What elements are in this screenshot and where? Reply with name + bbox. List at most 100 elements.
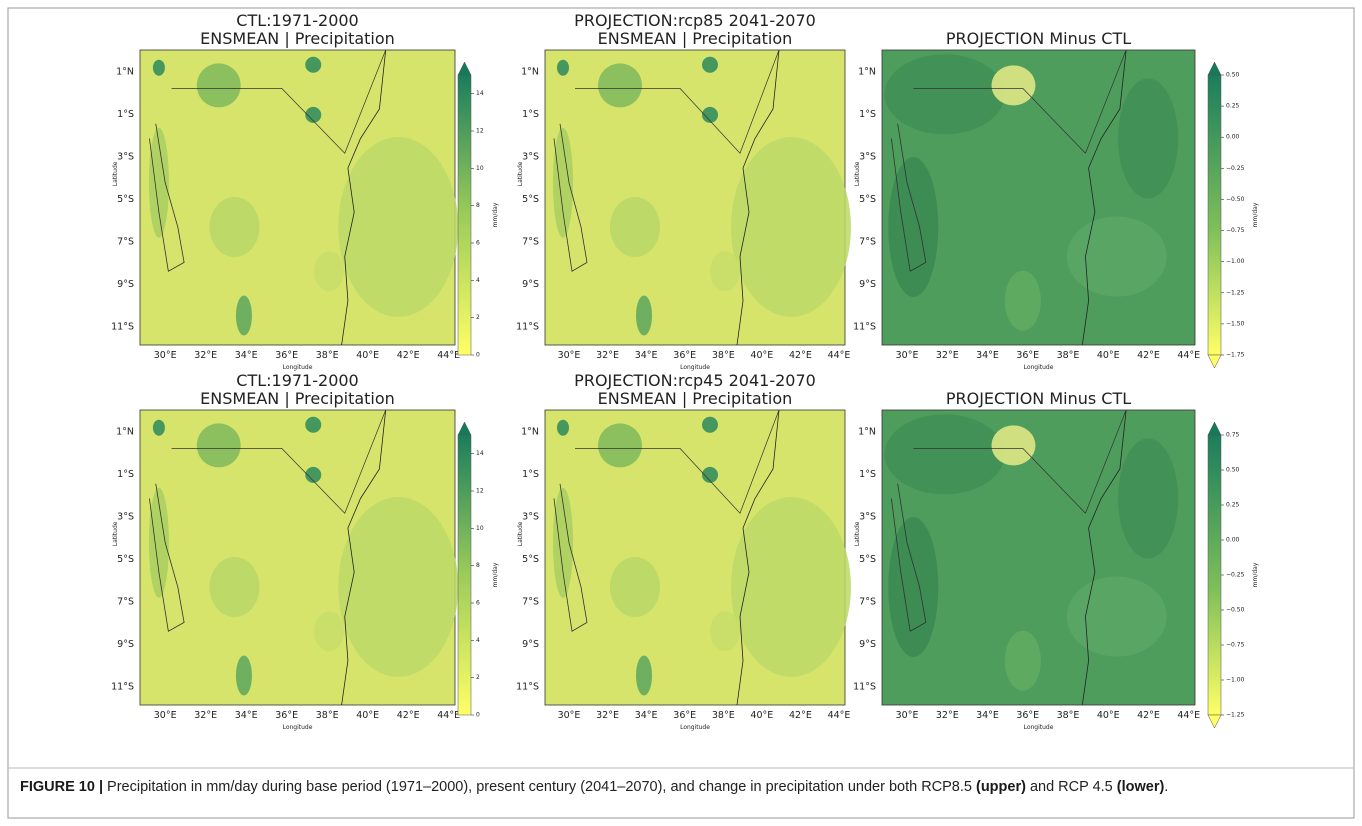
- map-shading: [885, 54, 1005, 134]
- lon-tick-label: 30°E: [558, 710, 581, 721]
- colorbar-label: mm/day: [492, 562, 499, 587]
- map-shading: [598, 423, 642, 467]
- map-shading: [314, 251, 344, 291]
- map-shading: [636, 656, 652, 696]
- lon-tick-label: 36°E: [673, 350, 696, 361]
- lon-tick-label: 40°E: [750, 710, 773, 721]
- lat-tick-label: 9°S: [859, 279, 876, 290]
- colorbar-extend: [1208, 715, 1221, 728]
- lat-tick-label: 5°S: [117, 554, 134, 565]
- lon-tick-label: 30°E: [154, 350, 177, 361]
- map-shading: [197, 423, 241, 467]
- map-shading: [1067, 577, 1167, 657]
- colorbar-extend: [458, 62, 471, 75]
- lon-tick-label: 34°E: [235, 710, 258, 721]
- lon-tick-label: 44°E: [1177, 350, 1200, 361]
- map-shading: [710, 251, 740, 291]
- lon-tick-label: 44°E: [437, 350, 460, 361]
- colorbar-tick-label: 4: [476, 277, 480, 284]
- map-shading: [557, 60, 569, 76]
- y-axis-label: Latitude: [854, 521, 861, 546]
- lat-tick-label: 5°S: [522, 194, 539, 205]
- lat-tick-label: 1°S: [522, 469, 539, 480]
- colorbar-extend: [1208, 422, 1221, 435]
- colorbar-tick-label: 0.25: [1226, 502, 1240, 509]
- lon-tick-label: 36°E: [1016, 350, 1039, 361]
- lon-tick-label: 44°E: [1177, 710, 1200, 721]
- lat-tick-label: 9°S: [859, 639, 876, 650]
- colorbar-tick-label: −0.50: [1226, 196, 1245, 203]
- lon-tick-label: 30°E: [558, 350, 581, 361]
- lat-tick-label: 1°N: [521, 67, 539, 78]
- lon-tick-label: 38°E: [712, 350, 735, 361]
- map-shading: [338, 137, 458, 317]
- map-shading: [236, 296, 252, 336]
- colorbar-tick-label: 14: [476, 450, 484, 457]
- lon-tick-label: 36°E: [1016, 710, 1039, 721]
- map-shading: [991, 65, 1035, 105]
- lon-tick-label: 32°E: [936, 350, 959, 361]
- lat-tick-label: 7°S: [522, 237, 539, 248]
- map-shading: [991, 425, 1035, 465]
- lon-tick-label: 32°E: [596, 710, 619, 721]
- caption-text: .: [1164, 779, 1168, 795]
- lat-tick-label: 11°S: [516, 322, 539, 333]
- lon-tick-label: 42°E: [789, 710, 812, 721]
- colorbar-tick-label: −0.25: [1226, 165, 1245, 172]
- colorbar-tick-label: 12: [476, 488, 484, 495]
- colorbar-tick-label: −1.75: [1226, 352, 1245, 359]
- lat-tick-label: 3°S: [859, 512, 876, 523]
- lat-tick-label: 5°S: [859, 194, 876, 205]
- lon-tick-label: 30°E: [896, 710, 919, 721]
- lon-tick-label: 44°E: [828, 350, 851, 361]
- colorbar-tick-label: −1.00: [1226, 677, 1245, 684]
- colorbar-tick-label: 0.00: [1226, 134, 1240, 141]
- lat-tick-label: 3°S: [522, 512, 539, 523]
- lon-tick-label: 34°E: [976, 350, 999, 361]
- y-axis-label: Latitude: [854, 161, 861, 186]
- lon-tick-label: 34°E: [976, 710, 999, 721]
- lat-tick-label: 3°S: [117, 152, 134, 163]
- x-axis-label: Longitude: [283, 364, 313, 371]
- map-shading: [702, 57, 718, 73]
- lat-tick-label: 11°S: [516, 682, 539, 693]
- map-shading: [1005, 271, 1041, 331]
- lat-tick-label: 7°S: [859, 237, 876, 248]
- panel-title: ENSMEAN | Precipitation: [598, 29, 793, 48]
- lat-tick-label: 11°S: [853, 682, 876, 693]
- colorbar: [1208, 435, 1221, 715]
- map-shading: [1005, 631, 1041, 691]
- lat-tick-label: 5°S: [522, 554, 539, 565]
- lat-tick-label: 11°S: [111, 682, 134, 693]
- lat-tick-label: 9°S: [522, 279, 539, 290]
- colorbar-tick-label: −0.75: [1226, 642, 1245, 649]
- colorbar-tick-label: 0.50: [1226, 467, 1240, 474]
- map-shading: [557, 420, 569, 436]
- x-axis-label: Longitude: [283, 724, 313, 731]
- lon-tick-label: 34°E: [235, 350, 258, 361]
- lat-tick-label: 1°S: [117, 469, 134, 480]
- map-shading: [1118, 439, 1178, 559]
- lat-tick-label: 9°S: [117, 639, 134, 650]
- x-axis-label: Longitude: [680, 364, 710, 371]
- panel-title: ENSMEAN | Precipitation: [598, 389, 793, 408]
- map-shading: [338, 497, 458, 677]
- map-shading: [888, 517, 938, 657]
- colorbar-tick-label: 12: [476, 128, 484, 135]
- colorbar-tick-label: 10: [476, 525, 484, 532]
- colorbar-extend: [1208, 355, 1221, 368]
- map-shading: [731, 497, 851, 677]
- lon-tick-label: 38°E: [1057, 350, 1080, 361]
- lon-tick-label: 42°E: [397, 350, 420, 361]
- lon-tick-label: 40°E: [356, 710, 379, 721]
- caption: FIGURE 10 | Precipitation in mm/day duri…: [20, 778, 1340, 797]
- colorbar-extend: [458, 422, 471, 435]
- lon-tick-label: 42°E: [1137, 710, 1160, 721]
- lon-tick-label: 30°E: [154, 710, 177, 721]
- lat-tick-label: 7°S: [117, 597, 134, 608]
- lon-tick-label: 30°E: [896, 350, 919, 361]
- lat-tick-label: 3°S: [117, 512, 134, 523]
- map-shading: [236, 656, 252, 696]
- colorbar-tick-label: 0.75: [1226, 432, 1240, 439]
- lat-tick-label: 7°S: [522, 597, 539, 608]
